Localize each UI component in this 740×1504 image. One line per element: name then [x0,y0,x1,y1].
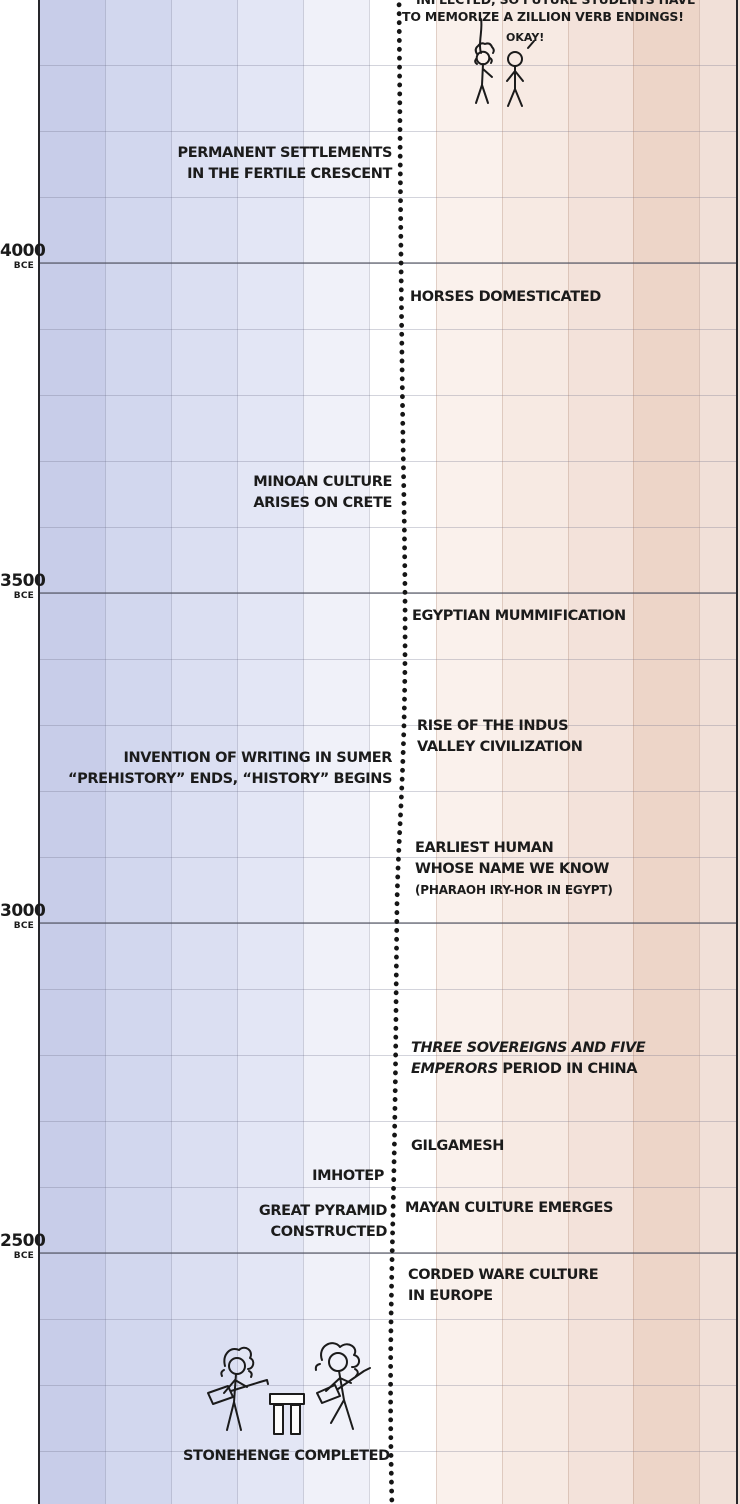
event-line: PERMANENT SETTLEMENTS [177,145,393,161]
event-three-sovereigns: THREE SOVEREIGNS AND FIVE EMPERORS PERIO… [411,1038,646,1080]
event-line: MINOAN CULTURE [253,474,392,490]
event-mayan-culture: MAYAN CULTURE EMERGES [405,1198,613,1219]
dialogue-line-2: TO MEMORIZE A ZILLION VERB ENDINGS! [402,9,684,24]
gridline-vertical [303,0,304,1504]
left-axis-line [38,0,40,1504]
guitarist-right-figure [314,1342,371,1430]
tick-unit: BCE [13,921,34,931]
guitarist-left-figure [207,1346,269,1431]
gridline-vertical [699,0,700,1504]
dialogue-line-1: INFLECTED, SO FUTURE STUDENTS HAVE [402,0,696,8]
gridline-vertical [237,0,238,1504]
event-line: “PREHISTORY” ENDS, “HISTORY” BEGINS [68,771,392,787]
right-axis-line [736,0,738,1504]
tick-4000bce: 4000 BCE [0,241,46,271]
event-line: IN THE FERTILE CRESCENT [187,166,392,182]
event-line: (PHARAOH IRY-HOR IN EGYPT) [415,883,613,897]
event-line: EMPERORS PERIOD IN CHINA [411,1059,645,1080]
gridline-major-3000bce [39,922,737,924]
event-minoan-culture: MINOAN CULTURE ARISES ON CRETE [253,472,392,514]
stonehenge-trilithon-icon [269,1393,305,1435]
event-line: STONEHENGE COMPLETED [183,1448,390,1464]
event-line: RISE OF THE INDUS [417,718,569,734]
event-line-rest: PERIOD IN CHINA [497,1061,638,1077]
tick-value: 4000 [0,241,46,261]
guitar-body [316,1384,341,1404]
tick-value: 3500 [0,571,46,591]
event-earliest-named-human: EARLIEST HUMAN WHOSE NAME WE KNOW (PHARA… [415,838,613,901]
event-line: IMHOTEP [312,1168,384,1184]
event-line: WHOSE NAME WE KNOW [415,861,610,877]
event-invention-of-writing: INVENTION OF WRITING IN SUMER “PREHISTOR… [68,748,392,790]
event-line: EGYPTIAN MUMMIFICATION [412,608,626,624]
tick-unit: BCE [13,1251,34,1261]
stonehenge-rock-scene [207,1342,371,1435]
gridline-vertical [436,0,437,1504]
gridline-major-2500bce [39,1252,737,1254]
event-line: CORDED WARE CULTURE [408,1267,599,1283]
guitar-neck [230,1379,269,1392]
gridline-vertical [105,0,106,1504]
event-line: GREAT PYRAMID [258,1203,388,1219]
gridline-vertical [633,0,634,1504]
event-line-italic-part: EMPERORS [411,1061,498,1077]
tick-2500bce: 2500 BCE [0,1231,46,1261]
tick-value: 3000 [0,901,46,921]
event-line: CONSTRUCTED [270,1224,388,1240]
event-permanent-settlements: PERMANENT SETTLEMENTS IN THE FERTILE CRE… [177,143,393,185]
event-indus-valley: RISE OF THE INDUS VALLEY CIVILIZATION [417,716,583,758]
event-line: EARLIEST HUMAN [415,840,554,856]
event-line: MAYAN CULTURE EMERGES [405,1200,614,1216]
event-gilgamesh: GILGAMESH [411,1136,504,1157]
event-line: THREE SOVEREIGNS AND FIVE [411,1040,646,1056]
tick-unit: BCE [13,591,34,601]
event-corded-ware: CORDED WARE CULTURE IN EUROPE [408,1265,599,1307]
guitar-neck [337,1367,371,1390]
event-line: HORSES DOMESTICATED [410,289,601,305]
speech-tick [527,40,535,49]
plain-figure [506,51,524,107]
event-line: INVENTION OF WRITING IN SUMER [123,750,393,766]
gridline-vertical [502,0,503,1504]
curly-hair-figure [474,18,495,104]
tick-value: 2500 [0,1231,46,1251]
event-line: ARISES ON CRETE [253,495,392,511]
gridline-major-4000bce [39,262,737,264]
event-imhotep: IMHOTEP [312,1166,384,1187]
event-horses-domesticated: HORSES DOMESTICATED [410,287,601,308]
gridline-vertical [171,0,172,1504]
guitar-body [207,1385,234,1405]
dialogue-reply: OKAY! [506,31,545,44]
tick-3000bce: 3000 BCE [0,901,46,931]
tick-3500bce: 3500 BCE [0,571,46,601]
event-line: IN EUROPE [408,1288,493,1304]
gridline-vertical [568,0,569,1504]
gridline-major-3500bce [39,592,737,594]
dialogue-text: INFLECTED, SO FUTURE STUDENTS HAVE TO ME… [402,0,696,25]
event-egyptian-mummification: EGYPTIAN MUMMIFICATION [412,606,626,627]
event-great-pyramid: GREAT PYRAMID CONSTRUCTED [258,1201,388,1243]
event-stonehenge-completed: STONEHENGE COMPLETED [183,1446,390,1467]
tick-unit: BCE [13,261,34,271]
gridline-vertical [369,0,370,1504]
event-line: GILGAMESH [411,1138,504,1154]
event-line: VALLEY CIVILIZATION [417,739,583,755]
talking-stick-figures [474,18,535,107]
